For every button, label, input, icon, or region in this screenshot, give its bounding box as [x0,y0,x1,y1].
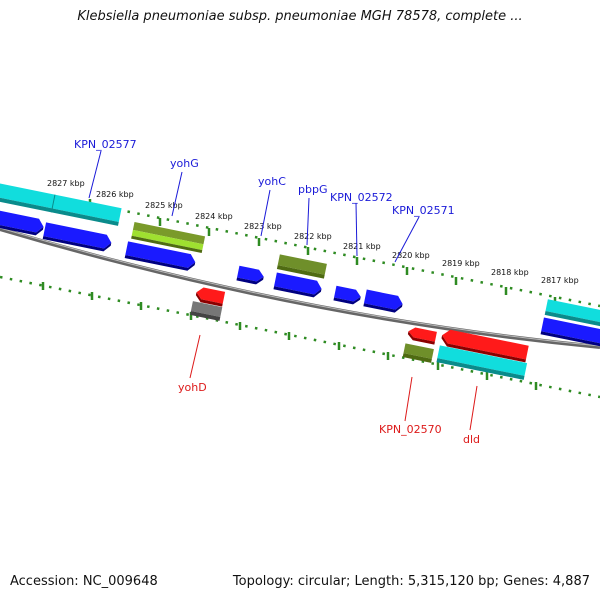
tick-label: 2819 kbp [442,259,480,268]
rrna-feature[interactable] [0,182,122,226]
gene-label[interactable]: KPN_02572 [330,191,393,204]
gene-feature[interactable] [402,343,434,363]
genome-backbone [0,227,600,349]
gene-label[interactable]: dld [463,433,480,446]
gene-feature[interactable] [276,254,327,279]
tick-label: 2818 kbp [491,268,529,277]
rrna-feature[interactable] [436,345,528,380]
gene-label[interactable]: yohD [178,381,207,394]
gene-label[interactable]: KPN_02577 [74,138,137,151]
accession-text: Accession: NC_009648 [10,574,158,589]
cds-feature[interactable] [273,272,322,299]
gene-label[interactable]: KPN_02571 [392,204,455,217]
tick-label: 2825 kbp [145,201,183,210]
tick-label: 2824 kbp [195,212,233,221]
tick-label: 2821 kbp [343,242,381,251]
gene-label[interactable]: yohG [170,157,199,170]
rrna-feature[interactable] [544,299,600,329]
gene-feature[interactable] [131,222,206,254]
genome-stats-text: Topology: circular; Length: 5,315,120 bp… [232,574,590,589]
reverse-leader-lines [189,334,478,431]
genome-backbone-highlight [0,227,600,347]
cds-feature[interactable] [407,326,437,345]
tick-label: 2817 kbp [541,276,579,285]
tick-label: 2820 kbp [392,251,430,260]
reverse-dotted-line [0,275,600,399]
forward-leader-lines [88,150,420,263]
cds-feature[interactable] [0,209,45,236]
tick-label: 2822 kbp [294,232,332,241]
cds-feature[interactable] [236,265,264,286]
cds-feature[interactable] [195,286,226,307]
map-title: Klebsiella pneumoniae subsp. pneumoniae … [77,9,523,24]
cds-feature[interactable] [540,317,600,349]
cds-feature[interactable] [333,285,361,306]
tick-label: 2827 kbp [47,179,85,188]
gene-label[interactable]: yohC [258,175,286,188]
tick-label: 2826 kbp [96,190,134,199]
cds-feature[interactable] [440,328,529,363]
cds-feature[interactable] [124,241,197,272]
cds-feature[interactable] [42,222,113,252]
gene-label[interactable]: KPN_02570 [379,423,442,436]
pseudogene-feature[interactable] [190,301,223,321]
cds-feature[interactable] [363,289,404,314]
gene-label[interactable]: pbpG [298,183,327,196]
